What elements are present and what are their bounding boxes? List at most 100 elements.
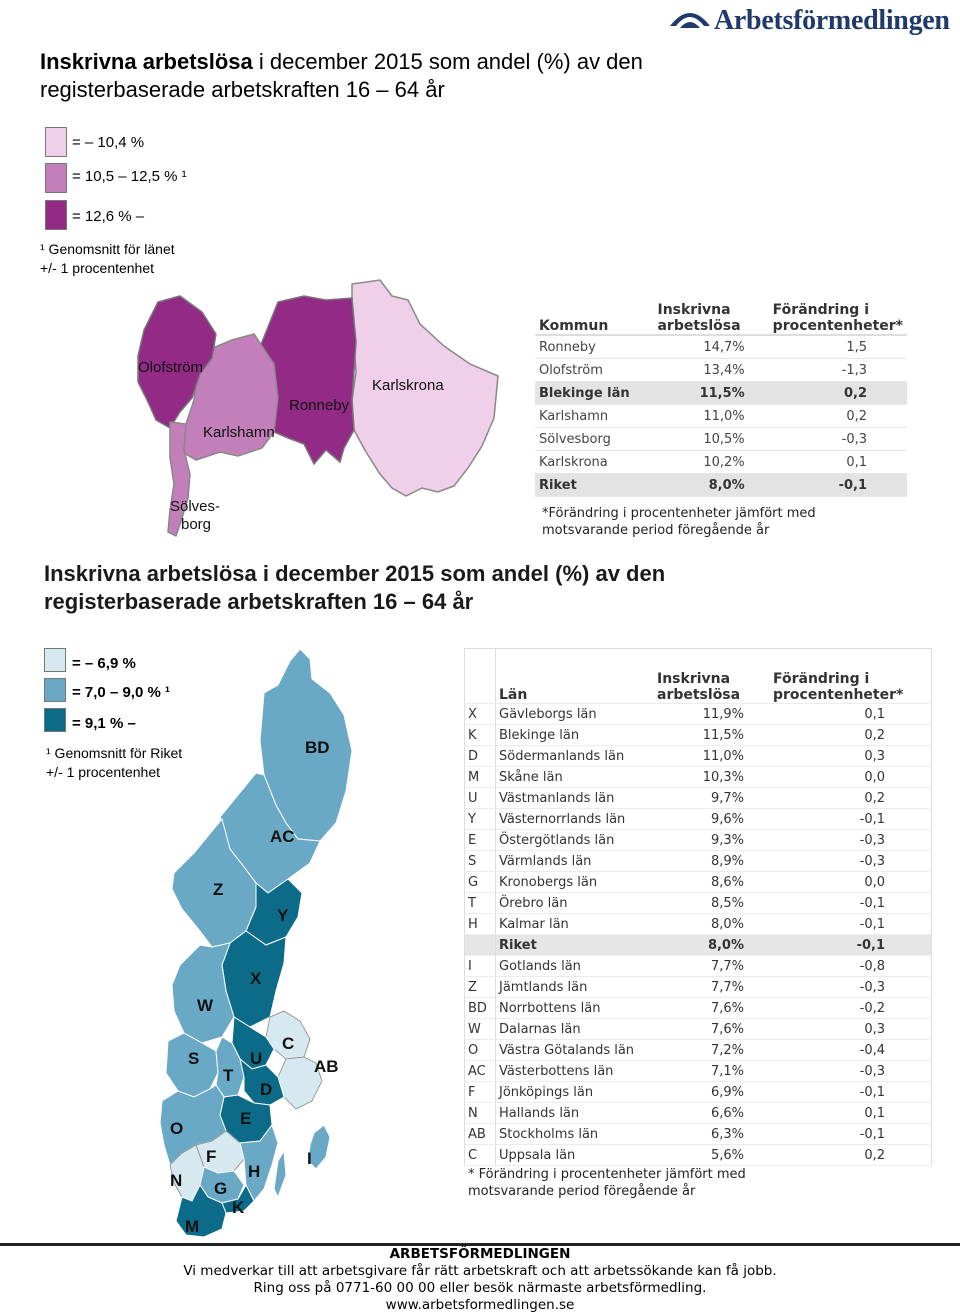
- map-label-n: N: [170, 1171, 183, 1190]
- legend1-swatch-mid: [45, 163, 67, 193]
- map-label-solvesborg-2: borg: [181, 516, 212, 533]
- page-title: Inskrivna arbetslösa i december 2015 som…: [40, 48, 760, 104]
- page-title-rest: i december 2015 som andel (%) av den reg…: [40, 49, 643, 102]
- map-label-k: K: [232, 1198, 245, 1217]
- map-label-i: I: [307, 1149, 312, 1168]
- cell-lan: Jämtlands län: [495, 976, 654, 998]
- legend2-swatch-mid: [44, 678, 66, 702]
- cell-code: Y: [464, 808, 496, 830]
- table-header-row: Län Inskrivna arbetslösa Förändring i pr…: [464, 648, 932, 704]
- header-forandring: Förändring i procentenheter*: [770, 648, 932, 704]
- cell-kommun: Olofström: [535, 358, 654, 382]
- cell-lan: Jönköpings län: [495, 1081, 654, 1103]
- map-label-o: O: [170, 1119, 184, 1138]
- map-label-olofstrom: Olofström: [138, 359, 204, 376]
- cell-value: 11,5%: [654, 724, 770, 746]
- footer-org: ARBETSFÖRMEDLINGEN: [389, 1246, 571, 1262]
- cell-lan: Riket: [495, 934, 654, 956]
- footer-line2: Ring oss på 0771-60 00 00 eller besök nä…: [253, 1280, 707, 1296]
- header-inskrivna: Inskrivna arbetslösa: [653, 276, 769, 336]
- cell-code: BD: [464, 997, 496, 1019]
- arbetsformedlingen-logo-icon: [670, 13, 710, 28]
- table-row: S Värmlands län 8,9% -0,3: [464, 850, 932, 872]
- table-row: Ronneby 14,7% 1,5: [535, 335, 907, 359]
- cell-value: 10,2%: [653, 450, 769, 474]
- header-kommun: Kommun: [535, 276, 654, 336]
- map-island-oland: [273, 1149, 287, 1199]
- table2-footnote-line1: * Förändring i procentenheter jämfört me…: [468, 1167, 746, 1182]
- cell-lan: Kronobergs län: [495, 871, 654, 893]
- cell-change: 0,0: [770, 871, 932, 893]
- legend2-note-line2: +/- 1 procentenhet: [46, 764, 161, 780]
- cell-change: -0,8: [770, 955, 932, 977]
- table-row: Blekinge län 11,5% 0,2: [535, 381, 907, 405]
- map-county-y: [245, 878, 303, 946]
- cell-change: 0,2: [768, 404, 907, 428]
- map-label-d: D: [260, 1080, 273, 1099]
- cell-code: Z: [464, 976, 496, 998]
- cell-code: I: [464, 955, 496, 977]
- cell-lan: Värmlands län: [495, 850, 654, 872]
- cell-value: 6,3%: [654, 1123, 770, 1145]
- table-row: X Gävleborgs län 11,9% 0,1: [464, 703, 932, 725]
- table2-footnote-line2: motsvarande period föregående år: [468, 1184, 696, 1199]
- footer-divider: [0, 1243, 960, 1246]
- cell-change: 0,3: [770, 745, 932, 767]
- cell-lan: Södermanlands län: [495, 745, 654, 767]
- map-county-i: [307, 1124, 331, 1170]
- legend2-note-line1: ¹ Genomsnitt för Riket: [46, 745, 183, 761]
- cell-code: M: [464, 766, 496, 788]
- table1-footnote-line1: *Förändring i procentenheter jämfört med: [542, 506, 816, 521]
- table-row: N Hallands län 6,6% 0,1: [464, 1102, 932, 1124]
- map-label-z: Z: [213, 880, 224, 899]
- cell-change: 0,2: [770, 1144, 932, 1166]
- map-label-g: G: [214, 1179, 228, 1198]
- cell-code: N: [464, 1102, 496, 1124]
- cell-lan: Blekinge län: [495, 724, 654, 746]
- cell-lan: Östergötlands län: [495, 829, 654, 851]
- map-label-m: M: [185, 1217, 200, 1236]
- cell-lan: Hallands län: [495, 1102, 654, 1124]
- cell-lan: Västernorrlands län: [495, 808, 654, 830]
- table-row: E Östergötlands län 9,3% -0,3: [464, 829, 932, 851]
- blekinge-map: [137, 279, 499, 538]
- cell-kommun: Ronneby: [535, 335, 654, 359]
- table-row: Riket 8,0% -0,1: [464, 934, 932, 956]
- table-row: Sölvesborg 10,5% -0,3: [535, 427, 907, 451]
- cell-code: H: [464, 913, 496, 935]
- table1-footnote-line2: motsvarande period föregående år: [542, 523, 770, 538]
- cell-change: 0,1: [770, 1102, 932, 1124]
- cell-code: K: [464, 724, 496, 746]
- cell-value: 11,9%: [654, 703, 770, 725]
- map-county-t: [215, 1036, 245, 1098]
- table-row: Y Västernorrlands län 9,6% -0,1: [464, 808, 932, 830]
- cell-change: -0,1: [770, 892, 932, 914]
- cell-kommun: Blekinge län: [535, 381, 654, 405]
- cell-lan: Gävleborgs län: [495, 703, 654, 725]
- cell-lan: Kalmar län: [495, 913, 654, 935]
- cell-change: -0,1: [768, 473, 907, 497]
- legend2-item-low: = – 6,9 %: [72, 655, 136, 672]
- map-label-t: T: [223, 1066, 234, 1085]
- map-county-d: [239, 1057, 285, 1106]
- map-county-s: [165, 1032, 219, 1098]
- cell-value: 11,0%: [653, 404, 769, 428]
- table-header-row: Kommun Inskrivna arbetslösa Förändring i…: [535, 276, 907, 336]
- cell-code: [464, 934, 496, 956]
- legend1-note-line1: ¹ Genomsnitt för länet: [40, 241, 175, 257]
- table-row: Olofström 13,4% -1,3: [535, 358, 907, 382]
- table-row: M Skåne län 10,3% 0,0: [464, 766, 932, 788]
- cell-lan: Västmanlands län: [495, 787, 654, 809]
- table-row: F Jönköpings län 6,9% -0,1: [464, 1081, 932, 1103]
- cell-value: 10,3%: [654, 766, 770, 788]
- cell-change: -0,1: [770, 1123, 932, 1145]
- cell-value: 5,6%: [654, 1144, 770, 1166]
- cell-lan: Örebro län: [495, 892, 654, 914]
- map-label-karlshamn: Karlshamn: [203, 424, 275, 441]
- footer-url[interactable]: www.arbetsformedlingen.se: [385, 1297, 575, 1313]
- legend1-note-line2: +/- 1 procentenhet: [40, 260, 155, 276]
- cell-code: AB: [464, 1123, 496, 1145]
- footer-line1: Vi medverkar till att arbetsgivare får r…: [183, 1263, 777, 1279]
- cell-change: 0,1: [768, 450, 907, 474]
- map-county-w: [171, 942, 235, 1044]
